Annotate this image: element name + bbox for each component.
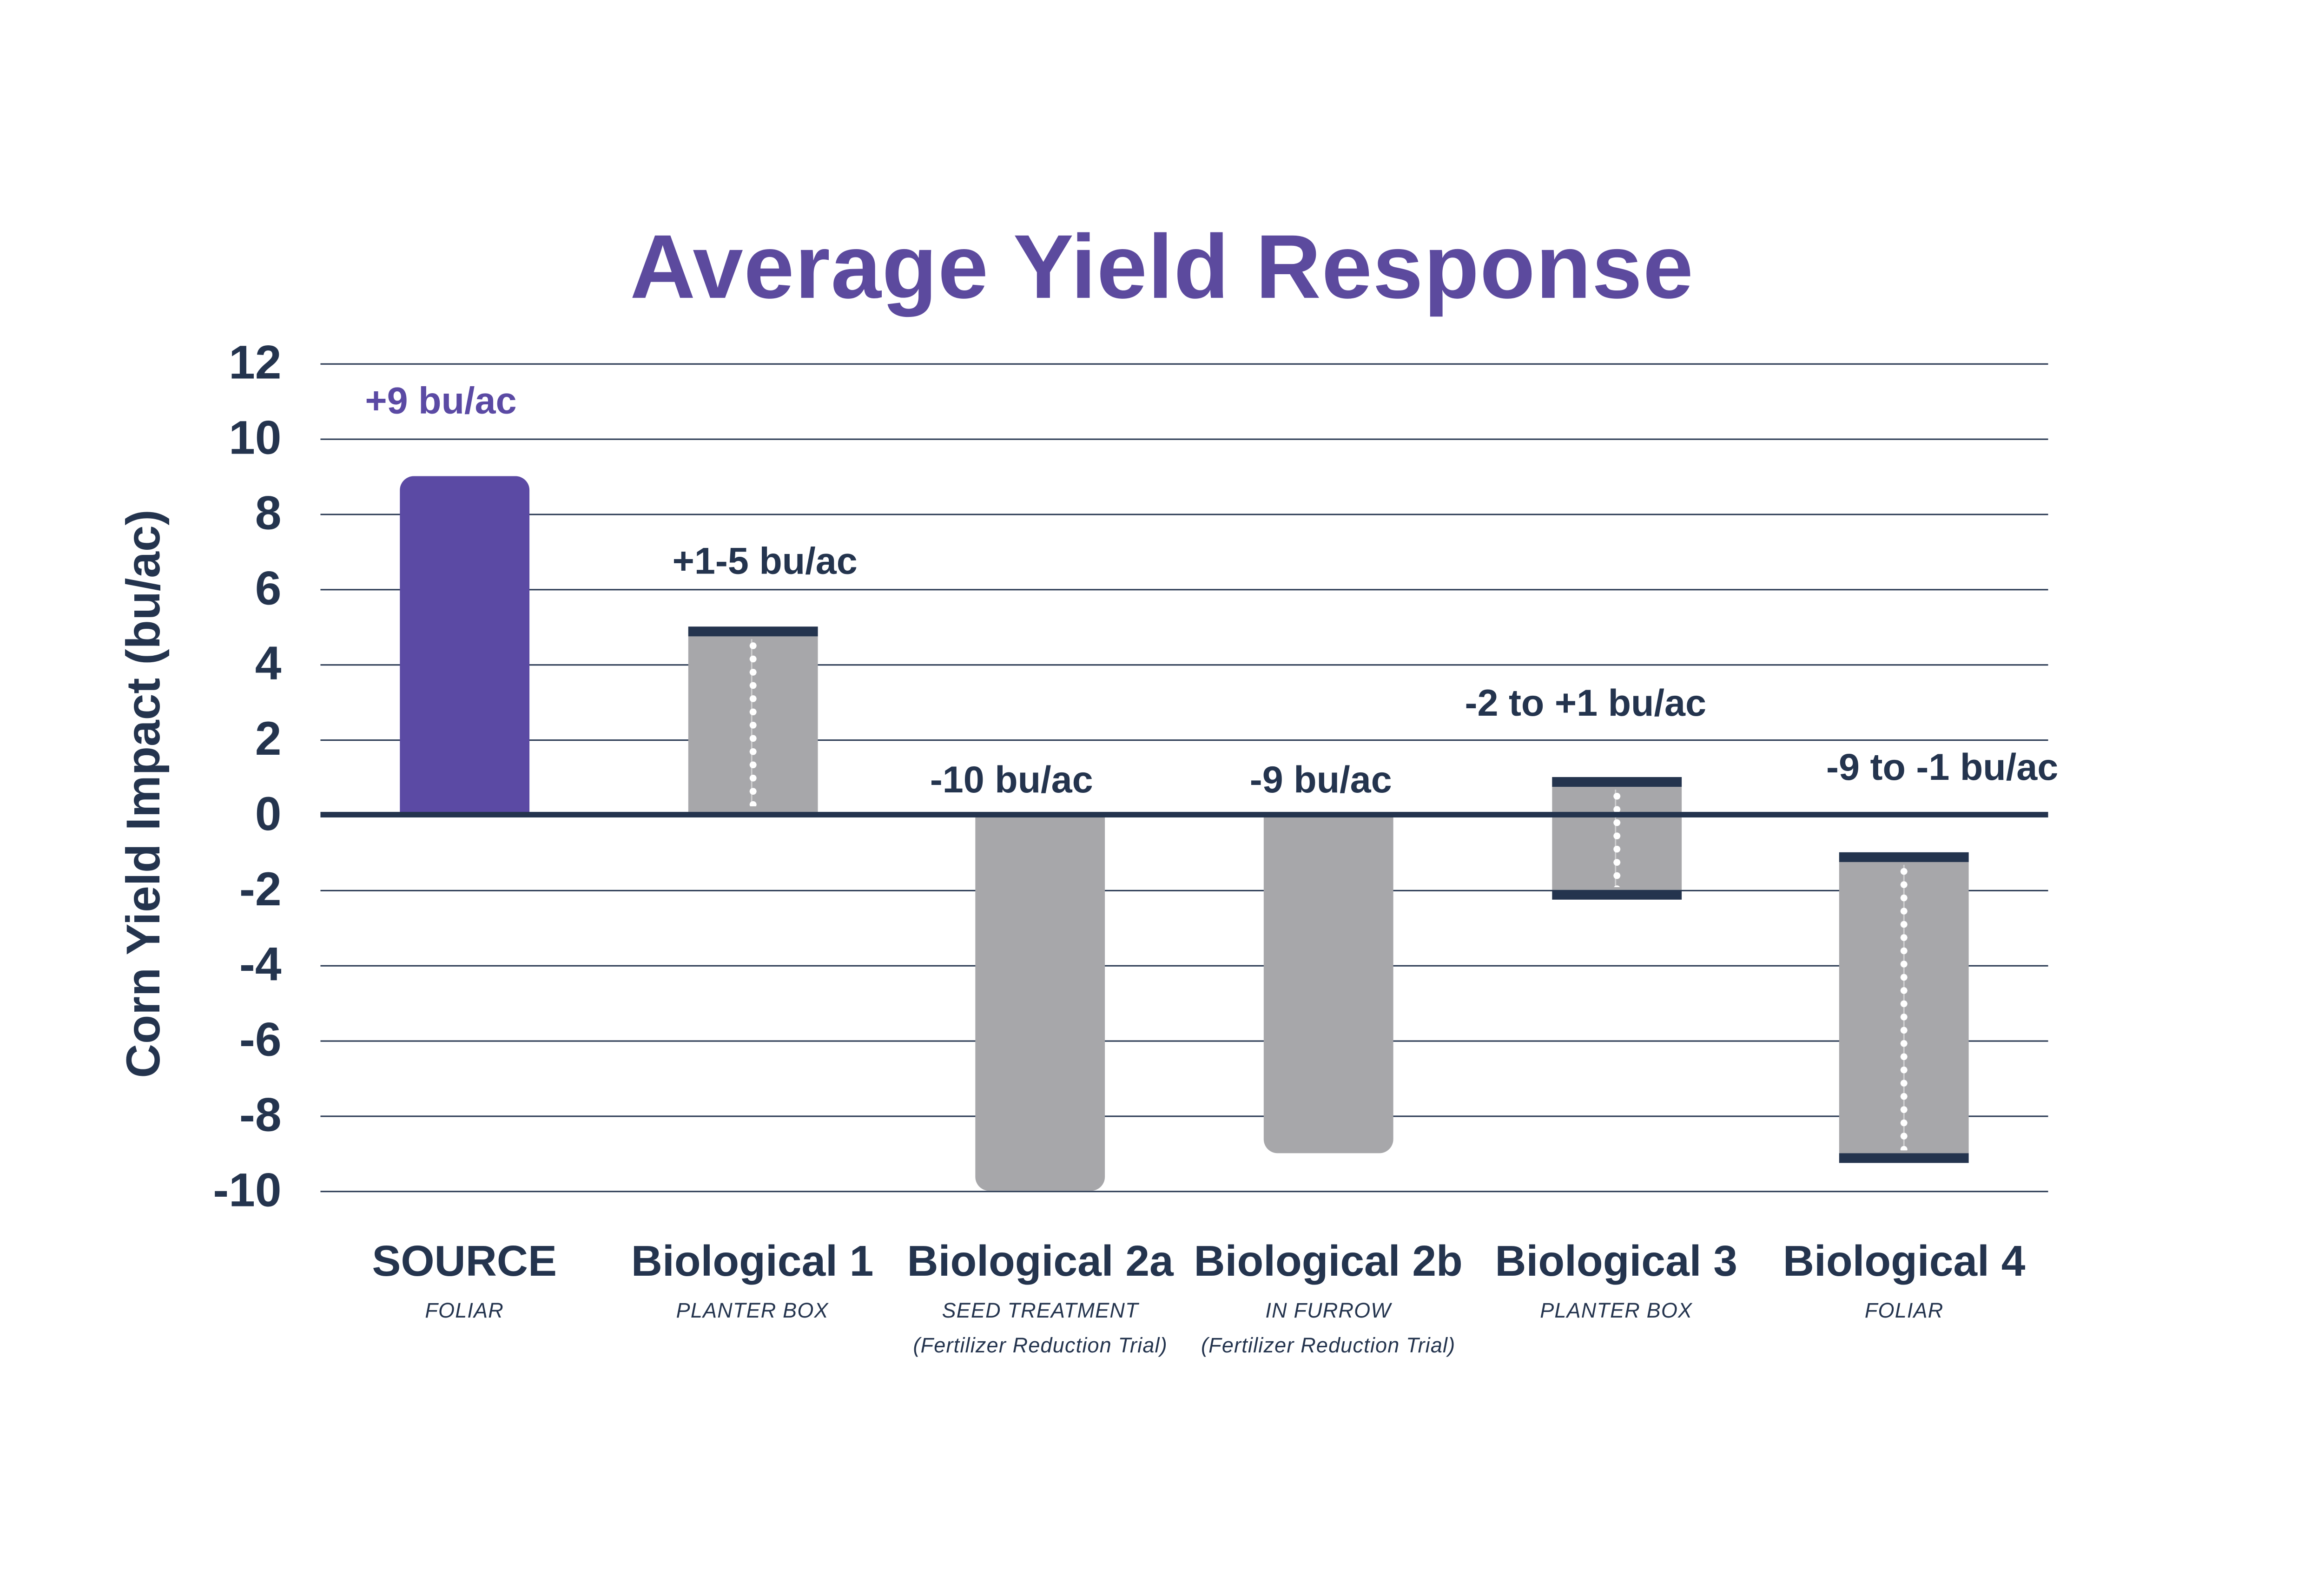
category-application-biological-4: FOLIAR (1864, 1299, 1944, 1324)
category-application-source: FOLIAR (425, 1299, 504, 1324)
y-tick-label-2: 2 (255, 712, 282, 765)
gridline--6 (320, 1040, 2048, 1042)
bar-cap-top-biological-3 (1551, 776, 1681, 786)
annotation-biological-2a: -10 bu/ac (930, 759, 1093, 801)
zero-gridline (320, 812, 2048, 818)
bar-source (399, 475, 529, 814)
category-label-biological-1: Biological 1 (631, 1237, 874, 1286)
gridline-4 (320, 663, 2048, 666)
bar-cap-top-biological-1 (687, 626, 818, 636)
gridline-8 (320, 513, 2048, 515)
category-label-biological-4: Biological 4 (1783, 1237, 2026, 1286)
y-tick-label-10: 10 (229, 411, 282, 465)
bar-cap-bottom-biological-3 (1551, 889, 1681, 899)
category-application-biological-2a: SEED TREATMENT (942, 1299, 1139, 1324)
range-dotted-line-biological-4 (1901, 864, 1908, 1150)
y-tick-label--8: -8 (239, 1088, 282, 1141)
y-tick-label-0: 0 (255, 787, 282, 841)
chart-title: Average Yield Response (630, 215, 1694, 317)
gridline--10 (320, 1190, 2048, 1192)
category-application-biological-2b: IN FURROW (1265, 1299, 1391, 1324)
y-tick-label-8: 8 (255, 487, 282, 540)
annotation-biological-4: -9 to -1 bu/ac (1826, 746, 2059, 788)
range-dotted-line-biological-1 (749, 638, 756, 806)
range-dotted-line-biological-3 (1612, 789, 1620, 887)
category-label-biological-3: Biological 3 (1495, 1237, 1737, 1286)
annotation-source: +9 bu/ac (365, 380, 517, 422)
category-application-biological-1: PLANTER BOX (676, 1299, 829, 1324)
category-note-biological-2b: (Fertilizer Reduction Trial) (1201, 1334, 1456, 1358)
gridline-12 (320, 362, 2048, 365)
annotation-biological-2b: -9 bu/ac (1249, 759, 1392, 801)
y-tick-label-4: 4 (255, 637, 282, 690)
y-tick-label--10: -10 (213, 1163, 282, 1217)
gridline-6 (320, 588, 2048, 591)
gridline--2 (320, 889, 2048, 891)
gridline-10 (320, 438, 2048, 440)
y-tick-label-12: 12 (229, 336, 282, 389)
bar-cap-top-biological-4 (1839, 851, 1969, 862)
gridline--4 (320, 964, 2048, 967)
bar-cap-bottom-biological-4 (1839, 1152, 1969, 1162)
category-label-biological-2a: Biological 2a (907, 1237, 1174, 1286)
category-label-biological-2b: Biological 2b (1194, 1237, 1463, 1286)
y-tick-label--6: -6 (239, 1013, 282, 1067)
category-application-biological-3: PLANTER BOX (1540, 1299, 1693, 1324)
category-label-source: SOURCE (372, 1237, 557, 1286)
y-tick-label--2: -2 (239, 863, 282, 916)
yield-response-chart: Average Yield Response Corn Yield Impact… (0, 198, 2324, 1377)
gridline-2 (320, 738, 2048, 741)
bar-biological-2a (975, 814, 1105, 1190)
y-tick-label--4: -4 (239, 938, 282, 991)
category-note-biological-2a: (Fertilizer Reduction Trial) (913, 1334, 1168, 1358)
gridline--8 (320, 1114, 2048, 1117)
annotation-biological-3: -2 to +1 bu/ac (1465, 682, 1707, 725)
y-tick-label-6: 6 (255, 561, 282, 615)
annotation-biological-1: +1-5 bu/ac (672, 540, 858, 582)
bar-biological-2b (1263, 814, 1393, 1153)
